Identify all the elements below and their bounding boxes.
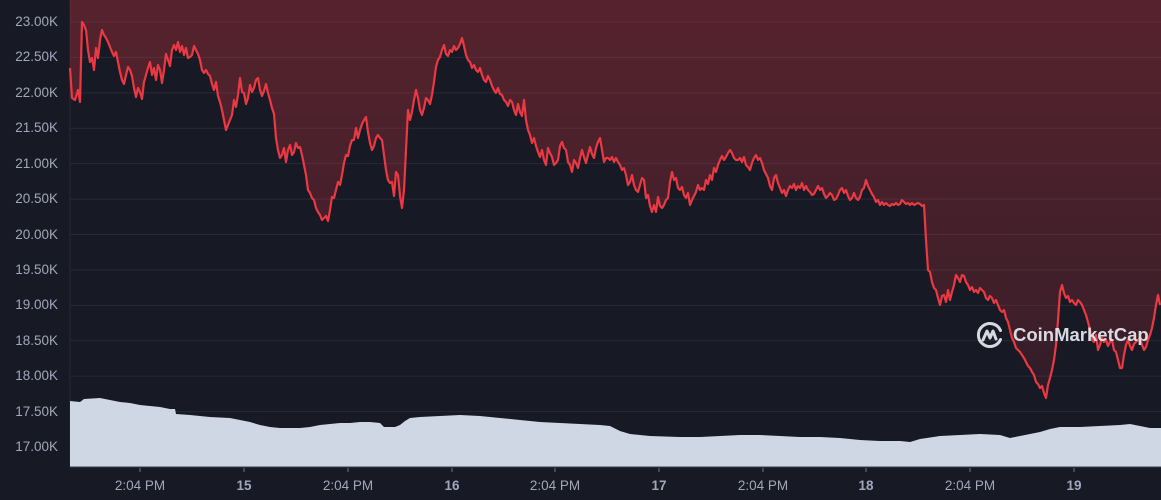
y-tick-label: 19.00K <box>15 297 58 313</box>
x-tick-label: 2:04 PM <box>114 478 166 493</box>
y-tick-label: 17.50K <box>15 403 58 419</box>
price-area-fill <box>70 0 1161 398</box>
y-tick-label: 19.50K <box>15 261 58 277</box>
volume-area <box>70 398 1161 467</box>
x-axis-ticks <box>139 468 1075 472</box>
x-tick-label: 2:04 PM <box>737 478 789 493</box>
y-tick-label: 18.00K <box>15 368 58 384</box>
x-tick-label: 19 <box>1066 478 1082 493</box>
coinmarketcap-watermark: CoinMarketCap <box>975 320 1149 350</box>
y-tick-label: 20.50K <box>15 191 58 207</box>
x-tick-label: 2:04 PM <box>322 478 374 493</box>
y-tick-label: 23.00K <box>15 14 58 29</box>
y-tick-label: 20.00K <box>15 226 58 242</box>
y-tick-label: 22.50K <box>15 49 58 65</box>
x-tick-label: 2:04 PM <box>529 478 581 493</box>
x-tick-label: 15 <box>236 478 252 493</box>
y-tick-label: 21.50K <box>15 120 58 136</box>
x-tick-label: 17 <box>651 478 667 493</box>
watermark-text: CoinMarketCap <box>1013 324 1149 345</box>
x-tick-label: 2:04 PM <box>944 478 996 493</box>
coinmarketcap-logo-icon <box>976 322 1002 348</box>
x-tick-label: 18 <box>858 478 874 493</box>
y-tick-label: 22.00K <box>15 84 58 100</box>
y-tick-label: 18.50K <box>15 332 58 348</box>
price-line[interactable] <box>68 20 1161 400</box>
y-tick-label: 17.00K <box>15 439 58 454</box>
x-tick-label: 16 <box>444 478 460 493</box>
y-tick-label: 21.00K <box>15 155 58 171</box>
